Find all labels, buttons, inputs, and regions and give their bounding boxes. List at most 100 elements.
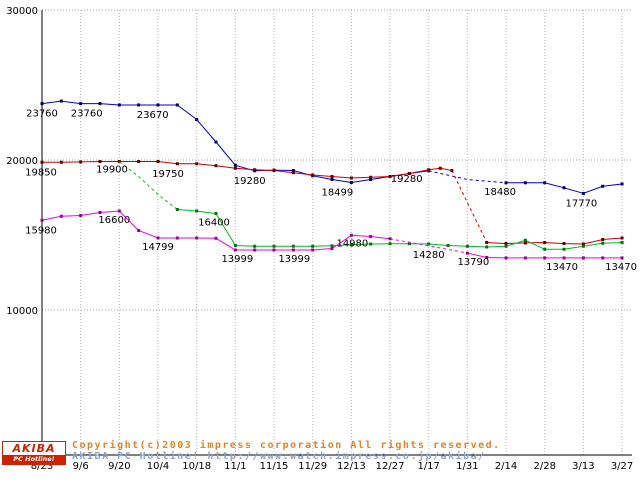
series-magenta-marker <box>465 251 469 255</box>
series-green-marker <box>620 241 624 244</box>
series-red-marker <box>253 168 257 172</box>
value-label: 14280 <box>413 250 445 261</box>
series-magenta-marker <box>523 256 527 260</box>
series-red-marker <box>311 173 315 177</box>
series-magenta-marker <box>137 229 141 232</box>
series-red-marker <box>98 160 102 163</box>
series-blue-marker <box>233 163 237 167</box>
value-label: 13999 <box>278 254 310 265</box>
series-magenta-marker <box>485 256 489 259</box>
gridlines <box>41 9 632 455</box>
x-tick-label: 3/27 <box>611 461 633 472</box>
value-label: 23670 <box>137 110 169 121</box>
series-red-marker <box>523 241 527 245</box>
series-blue-marker <box>291 169 295 172</box>
x-tick-label: 9/6 <box>73 461 89 472</box>
series-magenta-marker <box>369 235 373 238</box>
series-magenta-marker <box>388 237 392 241</box>
series-red <box>40 160 624 246</box>
series-blue-marker <box>117 103 121 107</box>
series-red-marker <box>369 175 373 179</box>
x-tick-label: 2/14 <box>495 461 517 472</box>
series-red-marker <box>330 175 334 178</box>
x-tick-label: 1/31 <box>456 461 478 472</box>
series-red-marker <box>620 236 624 240</box>
series-magenta-marker <box>40 218 44 222</box>
series-magenta-marker <box>117 209 121 213</box>
series-blue-marker <box>543 181 547 185</box>
series-green-marker <box>562 247 566 251</box>
x-tick-label: 11/29 <box>298 461 327 472</box>
series-red-marker <box>601 238 605 241</box>
series-blue-marker <box>349 181 353 185</box>
x-tick-label: 3/13 <box>572 461 594 472</box>
series-green-marker <box>311 244 315 248</box>
series-green-marker <box>465 244 469 248</box>
series-magenta-marker <box>156 236 160 240</box>
series-magenta-marker <box>330 247 334 250</box>
value-label: 19280 <box>391 174 423 185</box>
series-blue-marker <box>369 178 373 181</box>
series-green-marker <box>523 238 527 242</box>
value-label: 14980 <box>336 238 368 249</box>
value-label: 13470 <box>605 262 637 273</box>
series-green-marker <box>369 242 373 246</box>
x-axis-labels: 8/23 9/6 9/20 10/4 10/18 11/1 11/15 11/29 12/13 1… <box>31 461 634 472</box>
series-green-marker <box>581 244 585 248</box>
series-green-line <box>177 209 623 250</box>
site-url-text[interactable]: AKIBA PC Hotline! http://www.watch.impre… <box>72 451 486 462</box>
series-blue-marker <box>79 102 83 106</box>
x-tick-label: 11/15 <box>260 461 289 472</box>
series-green-marker <box>407 242 411 246</box>
series-magenta-marker <box>581 256 585 260</box>
series-blue-marker <box>156 103 160 107</box>
value-label: 13790 <box>457 257 489 268</box>
value-label: 16400 <box>198 218 230 229</box>
series-magenta-marker <box>233 248 237 252</box>
series-red-dotted-line <box>451 170 488 243</box>
x-tick-label: 9/20 <box>108 461 130 472</box>
y-tick-label: 30000 <box>6 6 38 17</box>
series-green-dotted-line <box>118 161 178 210</box>
series-red-marker <box>427 168 431 172</box>
series-magenta-marker <box>620 256 624 260</box>
value-label: 23760 <box>71 109 103 120</box>
value-label: 19750 <box>152 169 184 180</box>
series-red-marker <box>407 172 411 175</box>
series-blue-marker <box>195 118 199 121</box>
series-blue-marker <box>562 186 566 190</box>
y-tick-label: 20000 <box>6 156 38 167</box>
series-red-marker <box>214 164 218 168</box>
value-label: 18480 <box>484 187 516 198</box>
akiba-logo[interactable]: AKIBA PC Hotline! <box>2 441 66 465</box>
value-label: 18499 <box>321 188 353 199</box>
series-red-marker <box>117 160 121 163</box>
x-tick-label: 1/17 <box>417 461 439 472</box>
value-label: 19280 <box>234 176 266 187</box>
series-magenta <box>40 209 624 260</box>
series-green <box>118 161 624 251</box>
series-blue-marker <box>175 103 179 107</box>
series-blue-marker <box>581 191 585 195</box>
x-tick-label: 10/18 <box>182 461 211 472</box>
series-green-marker <box>272 244 276 248</box>
series-blue-marker <box>40 102 44 106</box>
series-magenta-marker <box>504 256 508 260</box>
series-red-marker <box>79 160 83 164</box>
x-tick-label: 12/27 <box>376 461 405 472</box>
series-green-marker <box>233 244 237 247</box>
series-blue-marker <box>214 140 218 144</box>
series-magenta-dotted-line <box>389 238 468 254</box>
x-tick-label: 10/4 <box>147 461 169 472</box>
value-label: 19850 <box>25 167 57 178</box>
series-green-marker <box>427 242 431 246</box>
series-magenta-marker <box>214 236 218 240</box>
value-label: 23760 <box>26 109 58 120</box>
series-red-marker <box>388 175 392 178</box>
series-magenta-marker <box>601 256 605 260</box>
series-green-marker <box>253 244 257 248</box>
series-red-marker <box>40 160 44 164</box>
series-blue-marker <box>601 184 605 188</box>
